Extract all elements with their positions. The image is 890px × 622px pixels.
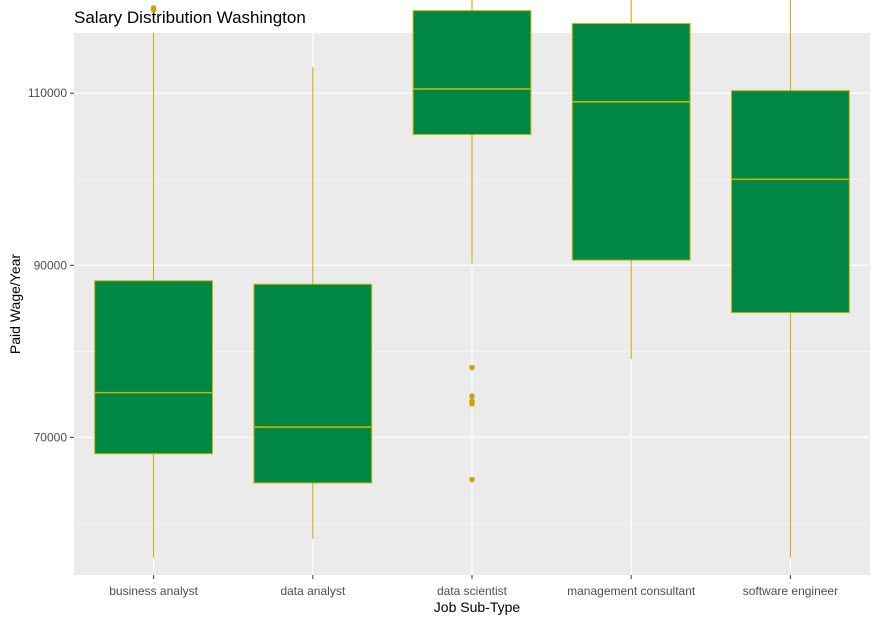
outlier-point xyxy=(469,364,475,371)
outlier-point xyxy=(469,393,475,399)
box-group xyxy=(412,0,532,483)
box-iqr xyxy=(94,280,214,455)
box-iqr xyxy=(412,10,532,136)
box-group xyxy=(730,0,850,558)
boxes xyxy=(94,0,850,558)
outlier-point xyxy=(150,5,157,11)
x-tick-label: management consultant xyxy=(567,584,696,598)
chart-title: Salary Distribution Washington xyxy=(74,8,306,27)
y-tick-label: 90000 xyxy=(34,258,68,272)
box-group xyxy=(94,5,214,558)
outlier-point xyxy=(469,400,475,407)
x-tick-label: data scientist xyxy=(437,584,508,598)
y-tick-label: 70000 xyxy=(34,430,68,444)
box-group xyxy=(253,67,373,539)
box-iqr xyxy=(253,283,373,484)
x-tick-label: business analyst xyxy=(109,584,198,598)
x-tick-label: data analyst xyxy=(280,584,345,598)
outlier-point xyxy=(469,476,475,483)
x-tick-label: software engineer xyxy=(743,584,838,598)
y-axis-title: Paid Wage/Year xyxy=(7,254,23,354)
y-tick-label: 110000 xyxy=(28,86,67,100)
box-group xyxy=(571,0,691,360)
box-iqr xyxy=(571,23,691,261)
box-iqr xyxy=(730,90,850,314)
axes: 70000 90000 110000 business analyst data ana… xyxy=(28,86,838,598)
x-axis-title: Job Sub-Type xyxy=(434,599,521,615)
